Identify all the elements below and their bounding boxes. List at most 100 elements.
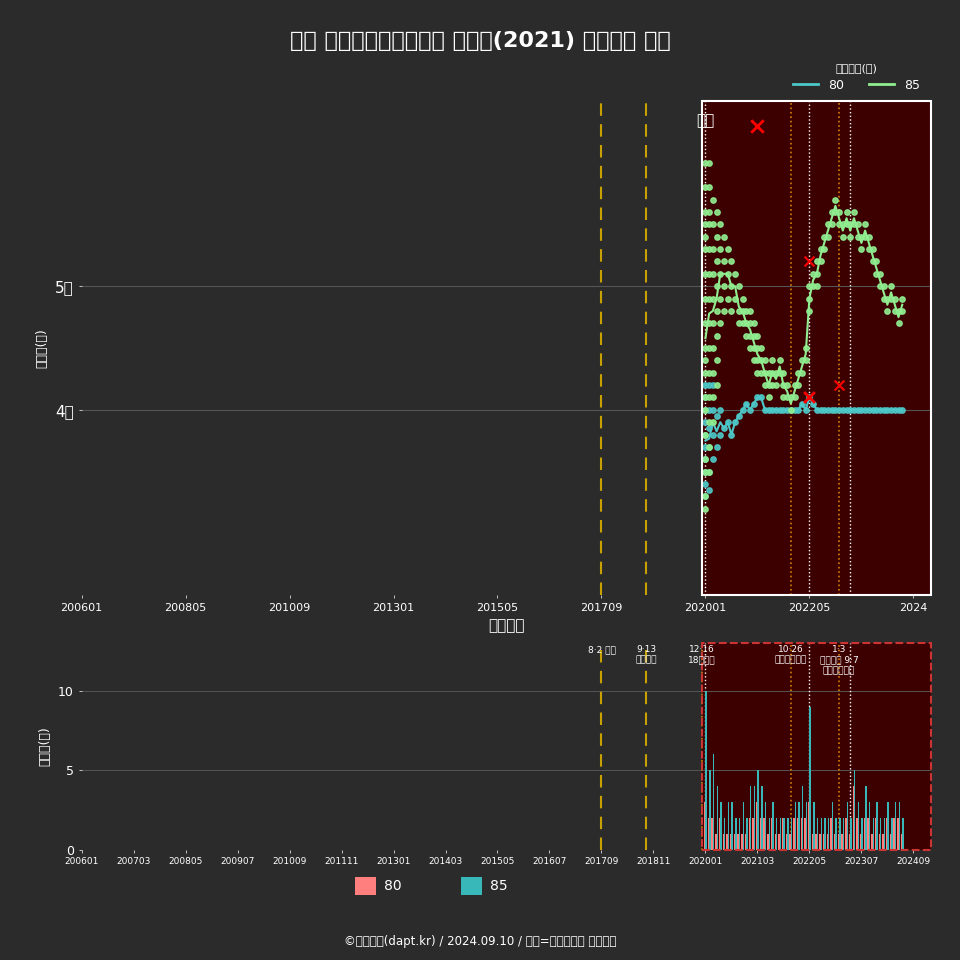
Point (865, 253, 880, 269)
Bar (802, 786, 804, 850)
Point (895, 291, 910, 306)
Point (728, 415, 743, 430)
Point (698, 291, 713, 306)
Point (853, 229, 869, 245)
Point (805, 266, 821, 281)
Point (698, 464, 713, 479)
Bar (882, 833, 883, 850)
Point (746, 316, 761, 331)
Point (702, 420, 717, 436)
Point (857, 229, 873, 245)
Point (724, 303, 739, 319)
Point (802, 390, 817, 405)
Text: 입주: 입주 (696, 113, 714, 128)
Point (698, 501, 713, 516)
Bar (735, 818, 736, 850)
Bar (871, 833, 873, 850)
Point (698, 365, 713, 380)
Point (735, 402, 751, 418)
Point (746, 328, 761, 344)
Point (746, 352, 761, 368)
Point (850, 402, 865, 418)
Bar (702, 643, 931, 850)
Point (887, 303, 902, 319)
Bar (880, 818, 881, 850)
Point (831, 217, 847, 232)
Point (712, 266, 728, 281)
Point (794, 365, 809, 380)
Bar (827, 833, 828, 850)
Point (698, 427, 713, 443)
Bar (709, 770, 710, 850)
Point (735, 291, 751, 306)
Bar (854, 770, 855, 850)
Point (768, 402, 783, 418)
Bar (823, 833, 825, 850)
Bar (715, 833, 716, 850)
Bar (817, 818, 818, 850)
Point (802, 291, 817, 306)
Bar (897, 818, 899, 850)
Text: 85: 85 (490, 879, 507, 893)
Point (780, 377, 795, 393)
Point (716, 253, 732, 269)
Point (873, 278, 888, 294)
Bar (795, 802, 796, 850)
Bar (830, 818, 831, 850)
Point (742, 316, 757, 331)
Point (776, 377, 791, 393)
Point (702, 316, 717, 331)
Point (702, 365, 717, 380)
Point (698, 229, 713, 245)
Point (847, 217, 862, 232)
Point (742, 402, 757, 418)
Point (706, 241, 721, 256)
Bar (804, 818, 805, 850)
Bar (749, 818, 750, 850)
Point (798, 402, 813, 418)
Bar (815, 833, 817, 850)
Point (728, 291, 743, 306)
Bar (857, 802, 859, 850)
Bar (765, 802, 766, 850)
Point (802, 253, 817, 269)
Bar (902, 818, 903, 850)
Bar (873, 818, 874, 850)
Point (857, 217, 873, 232)
Point (706, 341, 721, 356)
Bar (851, 818, 852, 850)
Point (698, 217, 713, 232)
Bar (838, 833, 839, 850)
Point (772, 365, 787, 380)
Point (798, 352, 813, 368)
Point (742, 341, 757, 356)
Point (712, 427, 728, 443)
Point (708, 278, 724, 294)
Point (783, 402, 799, 418)
Point (706, 402, 721, 418)
Bar (769, 818, 770, 850)
Point (698, 390, 713, 405)
Point (750, 365, 765, 380)
Point (802, 303, 817, 319)
Point (735, 303, 751, 319)
Bar (812, 833, 813, 850)
Point (708, 377, 724, 393)
Bar (756, 802, 757, 850)
Bar (720, 802, 722, 850)
Point (787, 390, 803, 405)
Bar (772, 802, 774, 850)
Bar (834, 833, 835, 850)
Point (843, 229, 858, 245)
Point (780, 402, 795, 418)
Point (764, 402, 780, 418)
Point (698, 402, 713, 418)
Point (817, 229, 832, 245)
Bar (779, 833, 780, 850)
Point (716, 278, 732, 294)
Point (698, 155, 713, 170)
Bar (776, 818, 778, 850)
Point (750, 390, 765, 405)
Bar (702, 101, 931, 595)
Point (708, 328, 724, 344)
